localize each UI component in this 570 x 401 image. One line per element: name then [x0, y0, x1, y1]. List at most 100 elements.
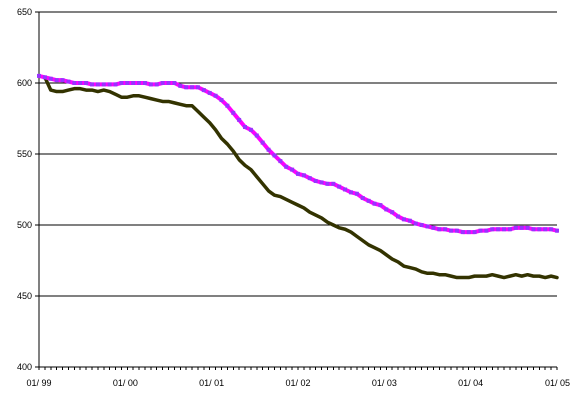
data-point — [519, 225, 524, 230]
data-point — [107, 82, 112, 87]
data-point — [89, 82, 94, 87]
data-point — [48, 76, 53, 81]
data-point — [207, 90, 212, 95]
data-point — [278, 159, 283, 164]
data-point — [319, 180, 324, 185]
data-point — [307, 176, 312, 181]
data-point — [225, 103, 230, 108]
data-point — [178, 83, 183, 88]
data-point — [378, 203, 383, 208]
data-point — [543, 227, 548, 232]
data-point — [166, 81, 171, 85]
data-point — [231, 110, 236, 115]
data-point — [401, 217, 406, 222]
data-point — [142, 81, 147, 85]
x-tick-label: 01/ 03 — [372, 378, 397, 388]
data-point — [137, 81, 142, 85]
data-point — [384, 207, 389, 212]
data-point — [260, 140, 265, 145]
data-point — [490, 227, 495, 232]
data-point — [296, 171, 300, 176]
data-point — [343, 187, 348, 192]
x-tick-label: 01/ 99 — [26, 378, 51, 388]
x-tick-label: 01/ 04 — [458, 378, 483, 388]
data-point — [213, 93, 218, 98]
data-point — [531, 227, 536, 232]
data-point — [337, 184, 342, 189]
data-point — [478, 228, 483, 233]
data-point — [354, 191, 359, 196]
data-point — [360, 196, 365, 201]
data-point — [537, 227, 542, 232]
data-point — [396, 214, 401, 219]
x-tick-label: 01/ 01 — [199, 378, 224, 388]
gridlines — [39, 11, 557, 297]
data-point — [266, 147, 271, 152]
data-point — [66, 79, 71, 84]
data-point — [243, 125, 248, 130]
data-point — [366, 198, 371, 203]
data-point — [42, 75, 47, 80]
tick-labels: 400 450 500 550 600 650 01/ 99 01/ 00 01/ 01 01/ … — [17, 7, 570, 388]
data-point — [502, 227, 507, 232]
data-point — [54, 78, 59, 83]
series-line — [37, 74, 559, 280]
y-tick-label: 500 — [17, 220, 32, 230]
y-tick-label: 450 — [17, 291, 32, 301]
data-point — [254, 133, 259, 138]
data-point — [72, 81, 77, 85]
data-point — [466, 230, 471, 235]
y-tick-label: 600 — [17, 78, 32, 88]
series-lines — [37, 73, 559, 280]
data-point — [549, 227, 554, 232]
data-point — [290, 167, 295, 172]
x-tick-label: 01/ 05 — [545, 378, 570, 388]
data-point — [201, 88, 206, 93]
data-point — [472, 230, 477, 235]
data-point — [449, 228, 454, 233]
data-point — [513, 225, 518, 230]
data-point — [301, 173, 306, 178]
data-point — [113, 82, 118, 87]
data-point — [425, 224, 430, 229]
data-point — [555, 228, 559, 233]
data-point — [419, 223, 424, 227]
data-point — [454, 228, 459, 233]
data-point — [101, 82, 106, 87]
data-point — [78, 81, 83, 85]
data-point — [160, 81, 165, 85]
axes — [35, 11, 558, 370]
data-point — [313, 178, 318, 183]
y-tick-label: 400 — [17, 362, 32, 372]
data-point — [496, 227, 501, 232]
series-markers — [37, 73, 559, 235]
data-point — [484, 228, 489, 233]
data-point — [372, 201, 377, 206]
data-point — [390, 210, 395, 215]
data-point — [125, 81, 130, 85]
data-point — [148, 82, 153, 87]
data-point — [184, 85, 189, 90]
data-point — [525, 225, 530, 230]
data-point — [190, 85, 195, 90]
data-point — [325, 181, 330, 186]
data-point — [84, 81, 89, 85]
data-point — [119, 81, 124, 85]
data-point — [331, 181, 336, 186]
data-point — [437, 227, 442, 232]
data-point — [248, 127, 253, 132]
data-point — [272, 153, 277, 158]
data-point — [219, 98, 224, 103]
data-point — [431, 225, 436, 230]
data-point — [443, 227, 448, 232]
data-point — [407, 218, 412, 223]
x-tick-label: 01/ 00 — [113, 378, 138, 388]
data-point — [460, 230, 465, 235]
data-point — [413, 221, 418, 226]
data-point — [95, 82, 100, 87]
y-tick-label: 650 — [17, 7, 32, 17]
data-point — [131, 81, 136, 85]
data-point — [37, 73, 41, 78]
